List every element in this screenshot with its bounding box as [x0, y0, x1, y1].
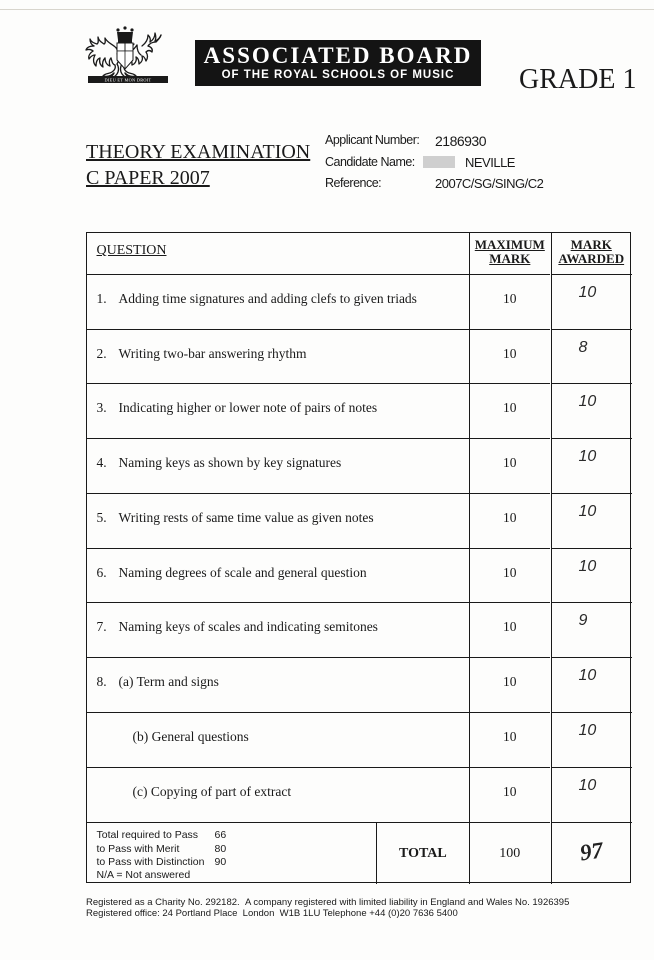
svg-text:DIEU ET MON DROIT: DIEU ET MON DROIT — [105, 78, 152, 83]
